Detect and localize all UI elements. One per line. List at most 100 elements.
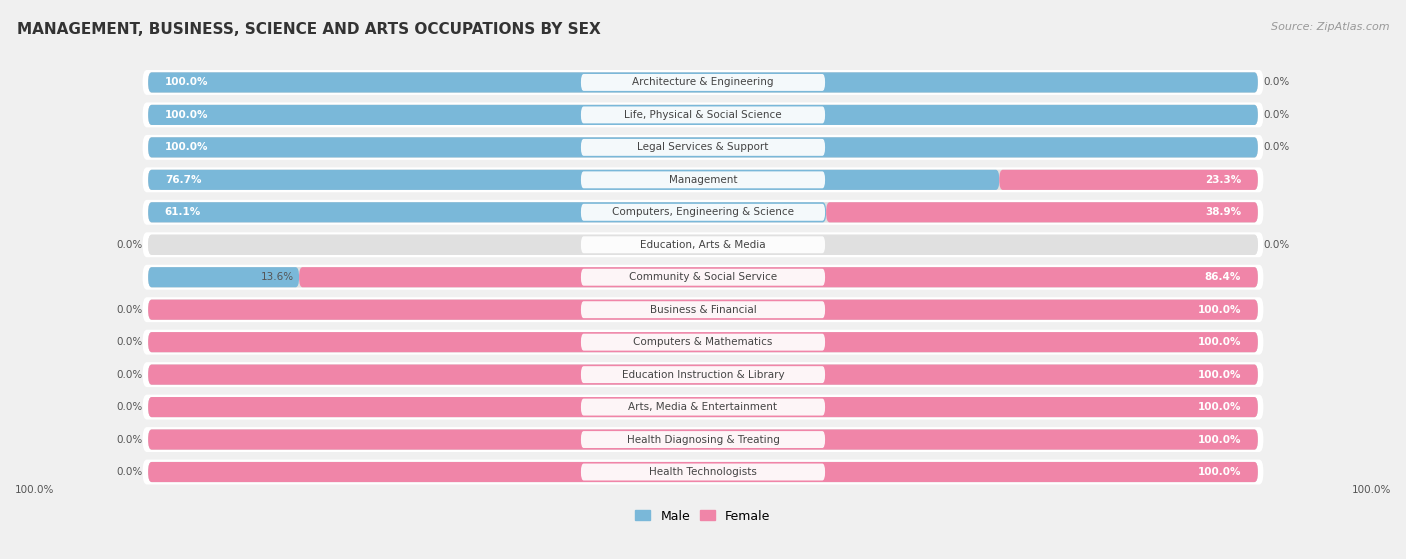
Text: Architecture & Engineering: Architecture & Engineering — [633, 78, 773, 87]
FancyBboxPatch shape — [148, 300, 1258, 320]
Text: 100.0%: 100.0% — [1198, 402, 1241, 412]
FancyBboxPatch shape — [148, 138, 1258, 158]
Text: 100.0%: 100.0% — [1198, 337, 1241, 347]
Text: 13.6%: 13.6% — [260, 272, 294, 282]
FancyBboxPatch shape — [148, 267, 1258, 287]
FancyBboxPatch shape — [148, 105, 1258, 125]
Text: 100.0%: 100.0% — [15, 485, 55, 495]
Text: 38.9%: 38.9% — [1205, 207, 1241, 217]
FancyBboxPatch shape — [142, 330, 1264, 354]
Text: 100.0%: 100.0% — [165, 143, 208, 153]
FancyBboxPatch shape — [148, 138, 1258, 158]
FancyBboxPatch shape — [581, 301, 825, 318]
Text: Health Diagnosing & Treating: Health Diagnosing & Treating — [627, 434, 779, 444]
FancyBboxPatch shape — [148, 332, 1258, 352]
FancyBboxPatch shape — [148, 235, 1258, 255]
FancyBboxPatch shape — [581, 172, 825, 188]
FancyBboxPatch shape — [148, 202, 1258, 222]
Text: 76.7%: 76.7% — [165, 175, 201, 185]
FancyBboxPatch shape — [581, 399, 825, 415]
Text: 0.0%: 0.0% — [117, 305, 142, 315]
Text: 100.0%: 100.0% — [1198, 369, 1241, 380]
Text: Education, Arts & Media: Education, Arts & Media — [640, 240, 766, 250]
FancyBboxPatch shape — [581, 74, 825, 91]
FancyBboxPatch shape — [148, 202, 827, 222]
FancyBboxPatch shape — [142, 362, 1264, 387]
FancyBboxPatch shape — [142, 200, 1264, 225]
FancyBboxPatch shape — [148, 267, 299, 287]
FancyBboxPatch shape — [148, 397, 1258, 417]
FancyBboxPatch shape — [142, 395, 1264, 420]
FancyBboxPatch shape — [148, 105, 1258, 125]
Text: 100.0%: 100.0% — [1198, 434, 1241, 444]
Text: 100.0%: 100.0% — [1198, 467, 1241, 477]
FancyBboxPatch shape — [148, 267, 1258, 287]
Text: Arts, Media & Entertainment: Arts, Media & Entertainment — [628, 402, 778, 412]
FancyBboxPatch shape — [142, 102, 1264, 127]
FancyBboxPatch shape — [142, 265, 1264, 290]
FancyBboxPatch shape — [148, 429, 1258, 449]
Text: Life, Physical & Social Science: Life, Physical & Social Science — [624, 110, 782, 120]
FancyBboxPatch shape — [148, 170, 1258, 190]
FancyBboxPatch shape — [148, 332, 1258, 352]
FancyBboxPatch shape — [148, 235, 1258, 255]
FancyBboxPatch shape — [1000, 170, 1258, 190]
FancyBboxPatch shape — [581, 204, 825, 221]
Text: 100.0%: 100.0% — [165, 78, 208, 87]
FancyBboxPatch shape — [148, 72, 1258, 92]
Text: 0.0%: 0.0% — [117, 434, 142, 444]
FancyBboxPatch shape — [148, 364, 1258, 385]
Text: Source: ZipAtlas.com: Source: ZipAtlas.com — [1271, 22, 1389, 32]
FancyBboxPatch shape — [148, 397, 1258, 417]
FancyBboxPatch shape — [581, 334, 825, 350]
FancyBboxPatch shape — [148, 170, 1258, 190]
Text: 0.0%: 0.0% — [117, 467, 142, 477]
FancyBboxPatch shape — [581, 463, 825, 481]
Text: 23.3%: 23.3% — [1205, 175, 1241, 185]
Text: Computers, Engineering & Science: Computers, Engineering & Science — [612, 207, 794, 217]
Text: 86.4%: 86.4% — [1205, 272, 1241, 282]
FancyBboxPatch shape — [142, 297, 1264, 322]
FancyBboxPatch shape — [148, 300, 1258, 320]
Text: Computers & Mathematics: Computers & Mathematics — [633, 337, 773, 347]
FancyBboxPatch shape — [148, 364, 1258, 385]
FancyBboxPatch shape — [148, 72, 1258, 92]
FancyBboxPatch shape — [148, 170, 1000, 190]
Text: 100.0%: 100.0% — [1198, 305, 1241, 315]
FancyBboxPatch shape — [581, 366, 825, 383]
FancyBboxPatch shape — [581, 269, 825, 286]
FancyBboxPatch shape — [148, 462, 1258, 482]
FancyBboxPatch shape — [299, 267, 1258, 287]
Text: Health Technologists: Health Technologists — [650, 467, 756, 477]
Text: 100.0%: 100.0% — [165, 110, 208, 120]
Text: 0.0%: 0.0% — [1264, 240, 1289, 250]
FancyBboxPatch shape — [148, 462, 1258, 482]
Text: 0.0%: 0.0% — [1264, 143, 1289, 153]
FancyBboxPatch shape — [148, 202, 1258, 222]
FancyBboxPatch shape — [581, 431, 825, 448]
FancyBboxPatch shape — [148, 364, 1258, 385]
FancyBboxPatch shape — [148, 72, 1258, 92]
FancyBboxPatch shape — [148, 397, 1258, 417]
Text: 100.0%: 100.0% — [1351, 485, 1391, 495]
FancyBboxPatch shape — [148, 300, 1258, 320]
FancyBboxPatch shape — [142, 167, 1264, 192]
Text: 61.1%: 61.1% — [165, 207, 201, 217]
FancyBboxPatch shape — [148, 332, 1258, 352]
FancyBboxPatch shape — [142, 70, 1264, 95]
FancyBboxPatch shape — [142, 135, 1264, 160]
FancyBboxPatch shape — [581, 106, 825, 124]
FancyBboxPatch shape — [142, 427, 1264, 452]
FancyBboxPatch shape — [148, 429, 1258, 449]
FancyBboxPatch shape — [581, 236, 825, 253]
FancyBboxPatch shape — [148, 105, 1258, 125]
Text: Community & Social Service: Community & Social Service — [628, 272, 778, 282]
Text: 0.0%: 0.0% — [1264, 78, 1289, 87]
Text: 0.0%: 0.0% — [117, 337, 142, 347]
FancyBboxPatch shape — [148, 429, 1258, 449]
Text: Legal Services & Support: Legal Services & Support — [637, 143, 769, 153]
FancyBboxPatch shape — [142, 459, 1264, 485]
Legend: Male, Female: Male, Female — [630, 505, 776, 528]
Text: 0.0%: 0.0% — [117, 369, 142, 380]
Text: MANAGEMENT, BUSINESS, SCIENCE AND ARTS OCCUPATIONS BY SEX: MANAGEMENT, BUSINESS, SCIENCE AND ARTS O… — [17, 22, 600, 37]
